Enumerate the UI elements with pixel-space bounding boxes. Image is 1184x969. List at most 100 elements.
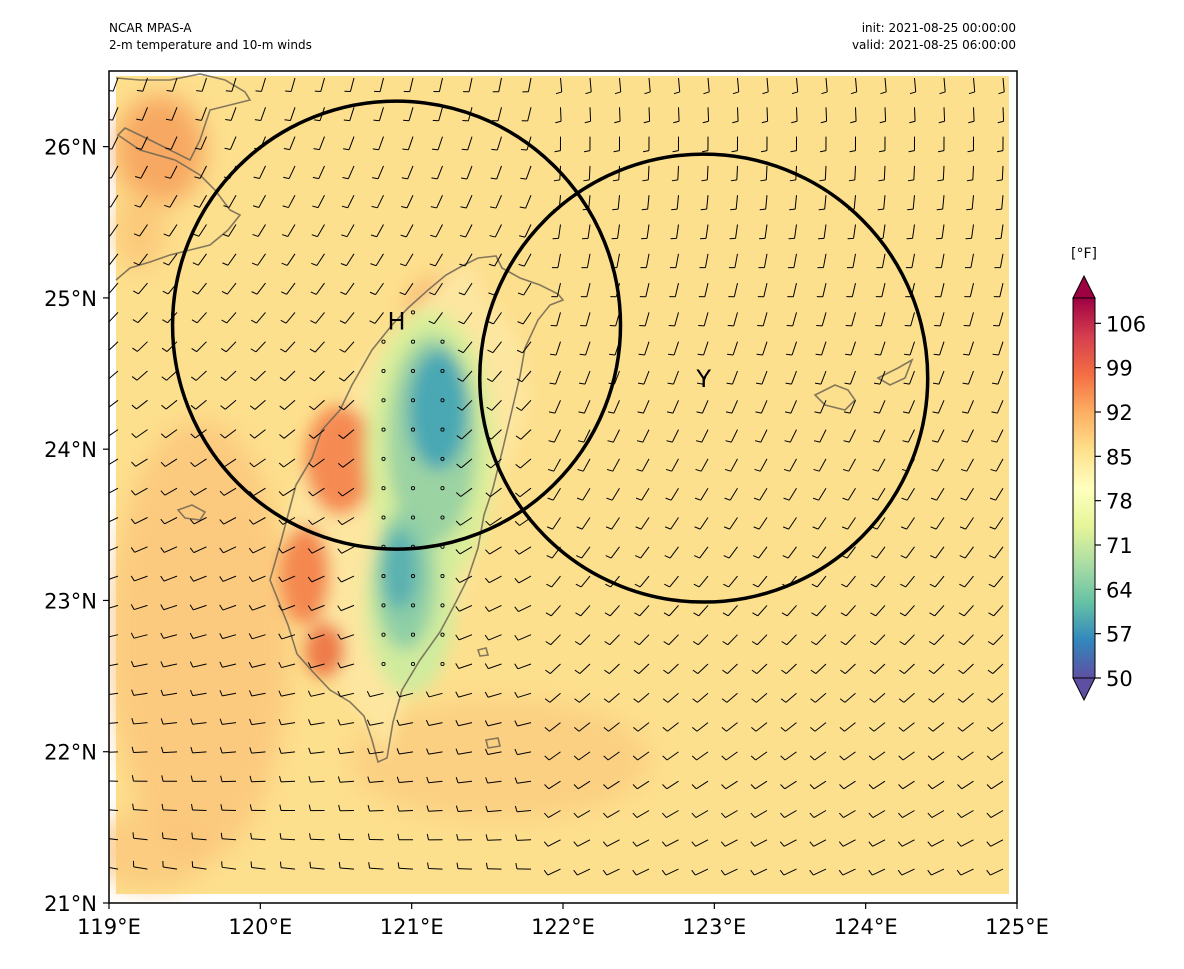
wind-barb bbox=[602, 839, 620, 847]
wind-barb bbox=[692, 663, 709, 674]
wind-barb bbox=[584, 107, 592, 124]
wind-barb bbox=[221, 282, 237, 295]
wind-barb bbox=[196, 77, 207, 92]
wind-barb bbox=[109, 458, 119, 465]
wind-barb bbox=[373, 107, 384, 122]
wind-barb bbox=[189, 517, 207, 525]
wind-barb bbox=[109, 487, 119, 494]
wind-barb bbox=[907, 195, 915, 211]
wind-barb bbox=[869, 634, 886, 646]
wind-barb bbox=[109, 722, 119, 724]
storm-radius-circle bbox=[170, 99, 623, 551]
wind-barb bbox=[673, 107, 680, 124]
wind-barb bbox=[632, 751, 650, 761]
wind-barb bbox=[219, 487, 237, 496]
y-axis: 21°N 22°N 23°N 24°N 25°N 26°N bbox=[44, 136, 109, 916]
wind-barb bbox=[194, 165, 207, 179]
wind-barb bbox=[988, 605, 1004, 617]
wind-barb bbox=[695, 458, 709, 472]
wind-barb bbox=[251, 253, 266, 266]
wind-barb bbox=[815, 341, 827, 356]
wind-barb bbox=[250, 861, 266, 870]
wind-barb bbox=[280, 312, 296, 324]
colorbar-ticks: 50 57 64 71 78 85 92 99 106 bbox=[1095, 312, 1146, 691]
wind-barb bbox=[109, 809, 119, 811]
wind-barb bbox=[927, 839, 945, 847]
wind-barb bbox=[426, 748, 443, 755]
wind-barb bbox=[190, 399, 207, 410]
wind-barb bbox=[189, 604, 207, 611]
wind-barb bbox=[840, 634, 856, 646]
wind-barb bbox=[697, 341, 709, 356]
wind-barb bbox=[692, 722, 709, 732]
wind-barb bbox=[692, 692, 709, 703]
wind-barb bbox=[132, 341, 148, 352]
wind-barb bbox=[904, 341, 915, 356]
wind-barb bbox=[220, 399, 237, 410]
wind-barb bbox=[574, 722, 591, 732]
wind-barb bbox=[514, 748, 532, 756]
wind-barb bbox=[312, 194, 325, 209]
wind-barb bbox=[131, 746, 148, 754]
wind-barb bbox=[160, 604, 178, 611]
wind-barb bbox=[721, 692, 738, 703]
calm-wind-marker bbox=[440, 574, 445, 579]
wind-barb bbox=[843, 429, 856, 443]
model-name: NCAR MPAS-A bbox=[109, 21, 192, 35]
wind-barb bbox=[606, 458, 620, 472]
wind-barb bbox=[900, 546, 915, 559]
wind-barb bbox=[219, 633, 237, 640]
calm-wind-marker bbox=[440, 603, 445, 608]
wind-barb bbox=[401, 194, 414, 209]
wind-barb bbox=[279, 775, 296, 783]
wind-barb bbox=[724, 458, 738, 472]
wind-barb bbox=[818, 195, 827, 211]
wind-barb bbox=[337, 662, 355, 669]
wind-barb bbox=[309, 861, 325, 870]
wind-barb bbox=[516, 370, 532, 383]
wind-barb bbox=[492, 77, 502, 93]
wind-barb bbox=[308, 804, 325, 812]
x-tick-label: 125°E bbox=[985, 915, 1049, 939]
wind-barb bbox=[995, 224, 1004, 240]
wind-barb bbox=[109, 282, 119, 295]
calm-wind-marker bbox=[381, 486, 386, 491]
wind-barb bbox=[109, 780, 119, 782]
colorbar-tick-label: 57 bbox=[1106, 623, 1133, 647]
wind-barb bbox=[109, 136, 119, 150]
wind-barb bbox=[337, 517, 355, 526]
colorbar-tick-label: 78 bbox=[1106, 490, 1133, 514]
wind-barb bbox=[192, 282, 207, 295]
china-coastline bbox=[115, 73, 252, 281]
wind-barb bbox=[784, 400, 797, 414]
wind-barb bbox=[633, 722, 650, 732]
wind-barb bbox=[809, 780, 827, 790]
wind-barb bbox=[663, 605, 679, 617]
wind-barb bbox=[750, 810, 768, 818]
wind-barb bbox=[585, 77, 592, 95]
wind-barb bbox=[957, 722, 974, 732]
wind-barb bbox=[604, 605, 620, 617]
wind-barb bbox=[337, 458, 355, 468]
wind-barb bbox=[783, 487, 797, 501]
wind-barb bbox=[899, 663, 915, 674]
wind-barb bbox=[337, 575, 355, 583]
wind-barb bbox=[337, 487, 355, 497]
wind-barb bbox=[455, 634, 473, 641]
wind-barb bbox=[515, 862, 532, 870]
wind-barb bbox=[545, 634, 561, 646]
wind-barb bbox=[876, 253, 886, 269]
wind-barb bbox=[109, 663, 119, 667]
wind-barb bbox=[310, 312, 325, 324]
colorbar-tick-label: 92 bbox=[1106, 401, 1133, 425]
wind-barb bbox=[109, 546, 119, 552]
wind-barb bbox=[136, 77, 148, 92]
wind-barb bbox=[694, 487, 709, 501]
wind-barb bbox=[252, 224, 266, 237]
wind-barb bbox=[109, 399, 119, 408]
wind-barb bbox=[871, 487, 886, 501]
wind-barb bbox=[850, 107, 857, 124]
wind-barb bbox=[786, 312, 797, 327]
wind-barb bbox=[761, 107, 769, 124]
wind-barb bbox=[614, 107, 621, 124]
